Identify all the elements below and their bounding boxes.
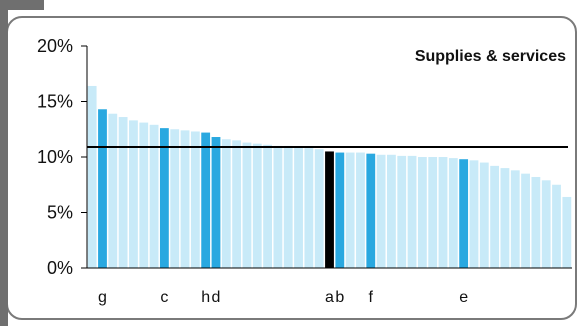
bar-10 xyxy=(180,130,190,268)
bar-f xyxy=(366,153,376,268)
bar-b xyxy=(335,152,345,268)
bar-20 xyxy=(283,145,293,268)
bar-e xyxy=(459,159,469,268)
bar-35 xyxy=(438,157,448,268)
bar-46 xyxy=(552,184,561,268)
bar-44 xyxy=(531,176,541,268)
bar-42 xyxy=(510,170,520,268)
bar-14 xyxy=(221,139,231,268)
bar-c xyxy=(159,128,169,268)
bar-29 xyxy=(376,154,386,268)
x-label-f: f xyxy=(369,289,374,306)
bar-39 xyxy=(479,162,489,268)
bar-18 xyxy=(263,144,272,268)
x-label-a: a xyxy=(325,289,334,306)
y-tick-label: 20% xyxy=(37,36,73,56)
left-accent-bar xyxy=(0,0,8,326)
bar-a xyxy=(325,151,334,268)
bar-4 xyxy=(118,117,128,268)
bar-36 xyxy=(448,158,458,268)
bars-group xyxy=(87,85,572,269)
x-label-g: g xyxy=(98,289,107,306)
x-label-c: c xyxy=(160,289,168,306)
bar-32 xyxy=(407,155,417,268)
bar-45 xyxy=(541,180,551,268)
bar-h xyxy=(201,132,211,268)
bar-43 xyxy=(521,173,530,268)
bar-3 xyxy=(108,113,118,269)
y-tick-label: 5% xyxy=(47,203,73,223)
x-label-d: d xyxy=(212,289,221,306)
bar-17 xyxy=(252,143,262,268)
y-tick-label: 15% xyxy=(37,92,73,112)
x-label-e: e xyxy=(459,289,468,306)
bar-33 xyxy=(417,157,427,268)
chart-title: Supplies & services xyxy=(415,48,566,65)
bar-27 xyxy=(356,152,365,268)
bar-34 xyxy=(428,157,438,268)
bar-7 xyxy=(149,124,159,268)
bar-21 xyxy=(294,147,303,268)
bar-5 xyxy=(129,120,138,269)
bar-g xyxy=(98,109,107,269)
bar-40 xyxy=(490,165,500,268)
bar-30 xyxy=(387,154,396,268)
bar-15 xyxy=(232,140,242,268)
x-label-b: b xyxy=(335,289,344,306)
y-axis-ticks: 0% 5% 10% 15% 20% xyxy=(37,36,87,278)
bar-31 xyxy=(397,155,407,268)
bar-16 xyxy=(242,142,252,268)
bar-6 xyxy=(139,122,149,268)
bar-9 xyxy=(170,129,180,268)
bar-38 xyxy=(469,160,479,268)
y-tick-label: 10% xyxy=(37,147,73,167)
bar-19 xyxy=(273,145,283,268)
bar-23 xyxy=(314,149,324,268)
x-label-h: h xyxy=(201,289,210,306)
bar-11 xyxy=(190,131,200,268)
bar-26 xyxy=(345,152,355,268)
bar-41 xyxy=(500,168,510,268)
bar-22 xyxy=(304,148,314,268)
bar-1 xyxy=(87,85,97,269)
bar-d xyxy=(211,137,221,268)
y-tick-label: 0% xyxy=(47,258,73,278)
bar-47 xyxy=(562,196,572,268)
top-accent-bar xyxy=(0,0,44,10)
